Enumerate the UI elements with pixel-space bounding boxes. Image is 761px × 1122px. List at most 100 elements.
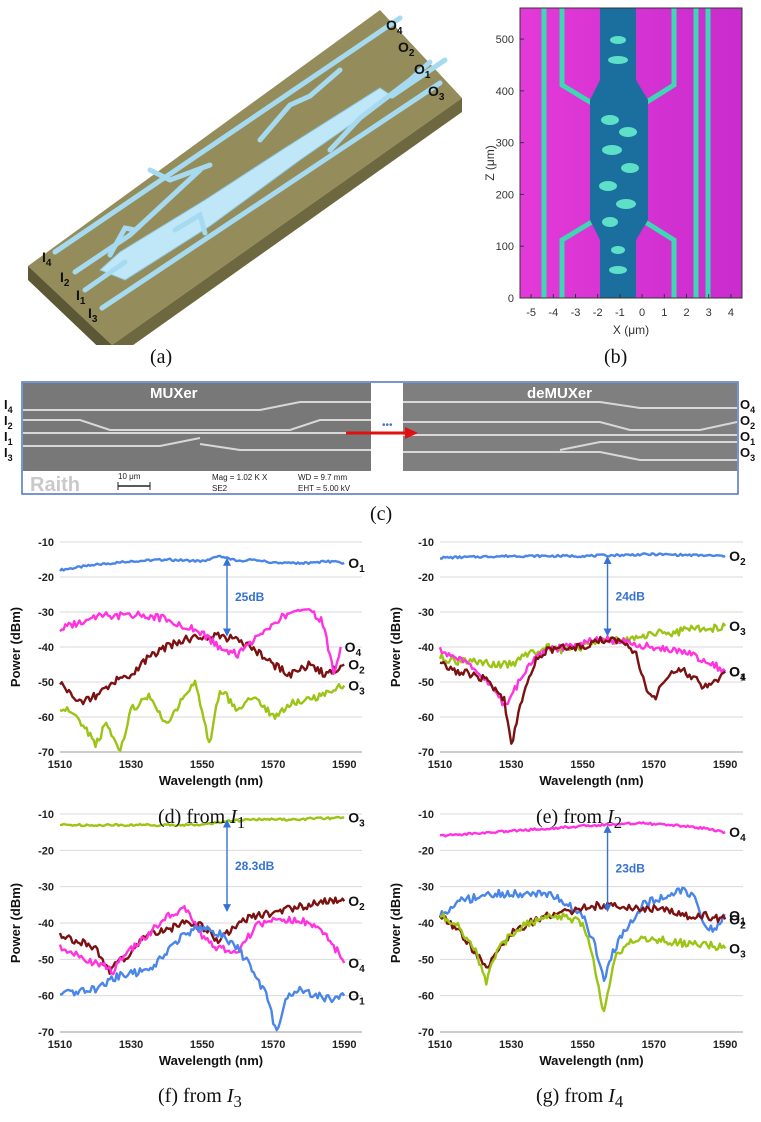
y-tick-label: -50	[38, 677, 54, 689]
series-line-o2	[439, 900, 727, 969]
x-axis-label: Wavelength (nm)	[159, 773, 263, 788]
x-tick-label: 1570	[642, 1039, 666, 1051]
substrate-front	[28, 266, 112, 345]
label-i4: I4	[42, 249, 52, 269]
caption-f: (f) from I3	[158, 1085, 242, 1111]
y-tick-label: -50	[38, 954, 54, 966]
waveguides	[52, 15, 448, 311]
series-label-o4: O4	[348, 955, 365, 975]
series-line-o2	[59, 631, 345, 706]
x-tick-label: 1530	[499, 1039, 523, 1051]
label-o3: O3	[428, 83, 445, 103]
series-label-o2: O2	[729, 548, 746, 568]
sim-xlabel: X (μm)	[613, 323, 649, 337]
label-o2: O2	[398, 39, 415, 59]
x-axis-label: Wavelength (nm)	[159, 1053, 263, 1068]
y-tick-label: -30	[418, 882, 434, 894]
sim-ytick: 300	[496, 138, 514, 150]
sim-xtick: -1	[615, 307, 625, 319]
y-tick-label: -20	[418, 572, 434, 584]
x-tick-label: 1570	[642, 759, 666, 771]
series-line-o4	[439, 821, 726, 838]
series-line-o4	[59, 608, 342, 675]
label-i2: I2	[60, 269, 70, 289]
series-line-o1	[59, 554, 345, 572]
mux-title: MUXer	[150, 385, 198, 402]
sem-label-i1: I1	[4, 429, 13, 447]
y-tick-label: -10	[38, 537, 54, 549]
sem-mux	[23, 383, 371, 471]
y-tick-label: -20	[38, 572, 54, 584]
y-tick-label: -70	[38, 747, 54, 759]
sim-xtick: -2	[593, 307, 603, 319]
sem-micrograph: MUXer Raith 10 μm Mag = 1.02 K X SE2 WD …	[4, 381, 755, 496]
sim-ytick: 200	[496, 189, 514, 201]
caption-d: (d) from I1	[158, 806, 246, 832]
sim-ytick: 400	[496, 86, 514, 98]
y-tick-label: -20	[38, 845, 54, 857]
y-tick-label: -60	[418, 712, 434, 724]
sem-label-o3: O3	[740, 445, 755, 463]
extinction-label: 25dB	[235, 590, 265, 604]
y-tick-label: -60	[418, 991, 434, 1003]
x-tick-label: 1590	[332, 759, 356, 771]
x-tick-label: 1530	[119, 1039, 143, 1051]
series-label-o3: O3	[348, 678, 365, 698]
series-label-o3: O3	[729, 618, 746, 638]
sem-wd: WD = 9.7 mm	[298, 473, 347, 482]
sim-xtick: -5	[526, 307, 536, 319]
x-tick-label: 1510	[48, 1039, 72, 1051]
link-dots: •••	[382, 420, 393, 431]
sim-xtick: 4	[728, 307, 734, 319]
sim-xticks: -5 -4 -3 -2 -1 0 1 2 3 4	[526, 294, 734, 319]
y-tick-label: -30	[38, 882, 54, 894]
series-label-o1: O1	[729, 908, 746, 928]
y-tick-label: -40	[418, 918, 434, 930]
y-tick-label: -70	[418, 1027, 434, 1039]
caption-g: (g) from I4	[536, 1085, 624, 1111]
sim-ytick: 0	[508, 293, 514, 305]
series-label-o4: O4	[729, 824, 746, 844]
x-tick-label: 1570	[261, 759, 285, 771]
y-tick-label: -70	[38, 1027, 54, 1039]
sem-label-o4: O4	[740, 397, 755, 415]
series-label-o1: O1	[348, 988, 365, 1008]
series-label-o1: O1	[729, 664, 746, 684]
series-line-o4	[58, 905, 346, 976]
y-axis-label: Power (dBm)	[8, 883, 23, 963]
series-label-o3: O3	[348, 810, 365, 830]
raith-logo: Raith	[30, 474, 80, 496]
caption-c: (c)	[370, 503, 393, 525]
sim-xtick: 2	[683, 307, 689, 319]
sim-xtick: 3	[706, 307, 712, 319]
series-line-o2	[440, 552, 726, 560]
extinction-label: 23dB	[616, 862, 646, 876]
caption-a: (a)	[150, 346, 173, 368]
sem-label-i3: I3	[4, 445, 13, 463]
sem-label-o2: O2	[740, 413, 755, 431]
y-tick-label: -20	[418, 845, 434, 857]
extinction-label: 28.3dB	[235, 859, 275, 873]
series-line-o1	[439, 635, 726, 745]
series-label-o2: O2	[348, 657, 365, 677]
y-tick-label: -30	[38, 607, 54, 619]
x-tick-label: 1590	[332, 1039, 356, 1051]
series-line-o2	[58, 896, 346, 975]
label-o4: O4	[386, 17, 403, 37]
label-i1: I1	[76, 287, 86, 307]
series-label-o4: O4	[729, 664, 746, 684]
y-tick-label: -40	[38, 642, 54, 654]
label-o1: O1	[414, 61, 431, 81]
caption-e: (e) from I2	[536, 806, 623, 832]
sim-ylabel: Z (μm)	[483, 145, 497, 181]
x-axis-label: Wavelength (nm)	[539, 773, 643, 788]
series-line-o3	[60, 815, 345, 828]
sem-detector: SE2	[212, 484, 228, 493]
y-tick-label: -10	[418, 537, 434, 549]
device-3d-render: I4 I2 I1 I3 O4 O2 O1 O3	[28, 10, 462, 345]
series-line-o1	[59, 924, 346, 1032]
series-line-o3	[440, 912, 727, 1013]
